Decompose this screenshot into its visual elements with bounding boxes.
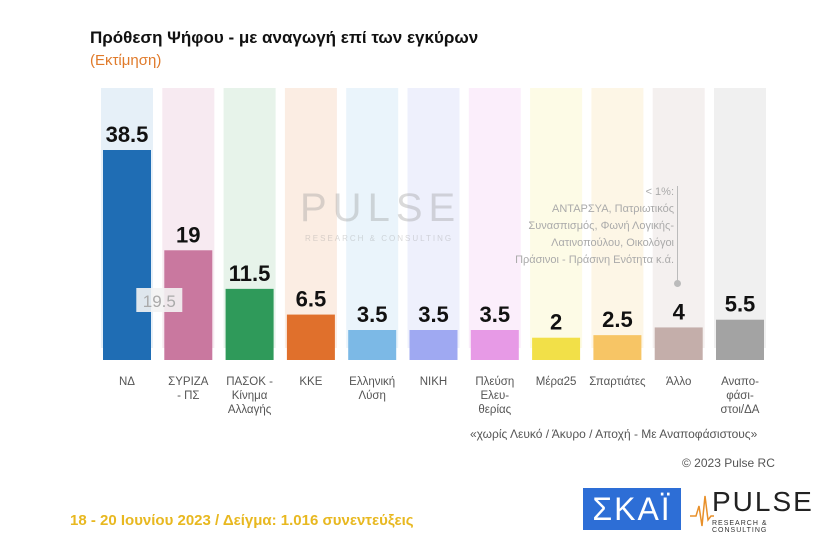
column-background: [284, 88, 337, 348]
value-label: 11.5: [229, 261, 271, 286]
note-line: ΑΝΤΑΡΣΥΑ, Πατριωτικός: [552, 203, 674, 215]
bar: [409, 330, 458, 360]
category-label: Μέρα25: [536, 376, 577, 388]
note-line: Πράσινοι - Πράσινη Ενότητα κ.ά.: [515, 254, 674, 266]
bar: [225, 288, 274, 360]
bar: [593, 335, 642, 360]
column-background: [530, 88, 583, 348]
category-label: ΣΥΡΙΖΑ: [168, 376, 209, 388]
minor-parties-note: < 1%: ΑΝΤΑΡΣΥΑ, Πατριωτικός Συνασπισμός,…: [515, 184, 674, 269]
value-label: 19: [176, 222, 200, 247]
copyright: © 2023 Pulse RC: [682, 456, 775, 470]
category-label: Άλλο: [666, 376, 691, 388]
column-background: [407, 88, 460, 348]
category-label: στοι/ΔΑ: [721, 404, 760, 416]
value-label: 38.5: [106, 122, 149, 147]
category-label: ΝΙΚΗ: [420, 376, 447, 388]
category-label: Ελληνική: [349, 376, 395, 388]
watermark-logo: PULSE: [300, 186, 462, 230]
note-connector-end: [674, 280, 681, 287]
note-connector: [677, 186, 678, 282]
footnote: «χωρίς Λευκό / Άκυρο / Αποχή - Με Αναποφ…: [470, 427, 758, 441]
category-label: Πλεύση: [475, 376, 514, 388]
column-background: [714, 88, 766, 348]
value-label: 4: [673, 299, 686, 324]
note-line: < 1%:: [645, 186, 674, 198]
note-line: Συνασπισμός, Φωνή Λογικής-: [528, 220, 674, 232]
category-label: Κίνημα: [232, 390, 268, 402]
note-line: Λατινοπούλου, Οικολόγοι: [551, 237, 674, 249]
previous-value-label: 19.5: [143, 292, 176, 311]
bar: [470, 330, 519, 360]
bar: [716, 319, 764, 360]
category-label: Σπαρτιάτες: [589, 376, 646, 388]
category-label: ΝΔ: [119, 376, 135, 388]
category-label: Αναπο-: [721, 376, 759, 388]
bar-chart: 38.5 ΝΔ 19 ΣΥΡΙΖΑ - ΠΣ 11.5 ΠΑΣΟΚ - Κίνημα Αλλαγ…: [101, 88, 766, 416]
column-background: [591, 88, 644, 348]
value-label: 2: [550, 310, 562, 335]
watermark-sub: RESEARCH & CONSULTING: [305, 234, 454, 243]
skai-logo: ΣΚΑΪ: [583, 488, 681, 530]
bar: [286, 314, 335, 360]
column-background: [652, 88, 705, 348]
value-label: 6.5: [296, 287, 327, 312]
value-label: 2.5: [602, 307, 633, 332]
category-label: θερίας: [478, 404, 511, 416]
category-label: φάσι-: [726, 390, 754, 402]
column-background: [468, 88, 521, 348]
chart-title: Πρόθεση Ψήφου - με αναγωγή επί των εγκύρ…: [90, 28, 479, 47]
bar: [654, 327, 703, 360]
value-label: 3.5: [357, 302, 388, 327]
bar: [348, 330, 397, 360]
category-label: ΚΚΕ: [299, 376, 322, 388]
bar: [532, 337, 581, 360]
category-label: ΠΑΣΟΚ -: [226, 376, 273, 388]
bar: [103, 150, 151, 360]
category-label: Ελευ-: [480, 390, 509, 402]
category-label: Λύση: [358, 390, 385, 402]
value-label: 3.5: [480, 302, 511, 327]
pulse-logo: PULSE RESEARCH & CONSULTING: [690, 486, 812, 534]
date-sample: 18 - 20 Ιουνίου 2023 / Δείγμα: 1.016 συν…: [70, 512, 414, 529]
column-background: [346, 88, 399, 348]
category-label: Αλλαγής: [228, 404, 272, 416]
value-label: 5.5: [725, 292, 756, 317]
pulse-wave-icon: [690, 495, 714, 527]
previous-value-box: [136, 288, 183, 312]
chart-subtitle: (Εκτίμηση): [90, 52, 162, 69]
value-label: 3.5: [418, 302, 449, 327]
category-label: - ΠΣ: [177, 390, 199, 402]
